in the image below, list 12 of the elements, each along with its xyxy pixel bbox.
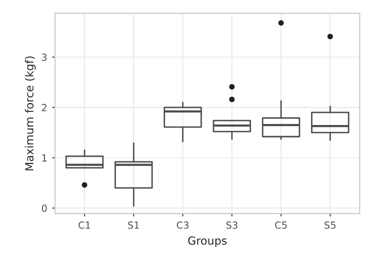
y-tick-label: 2 <box>42 104 46 112</box>
x-tick-label: C3 <box>176 221 188 229</box>
y-tick-label: 1 <box>42 154 47 162</box>
x-tick-label: S3 <box>226 221 238 229</box>
x-axis-title: Groups <box>188 236 227 247</box>
y-tick-label: 3 <box>42 54 47 61</box>
y-tick-label: 0 <box>42 204 47 212</box>
x-tick-label: S5 <box>324 221 336 229</box>
x-tick-label: C5 <box>275 221 287 229</box>
x-tick-label: C1 <box>78 221 90 229</box>
y-axis-title: Maximum force (kgf) <box>24 56 36 170</box>
x-tick-label: S1 <box>128 221 139 229</box>
